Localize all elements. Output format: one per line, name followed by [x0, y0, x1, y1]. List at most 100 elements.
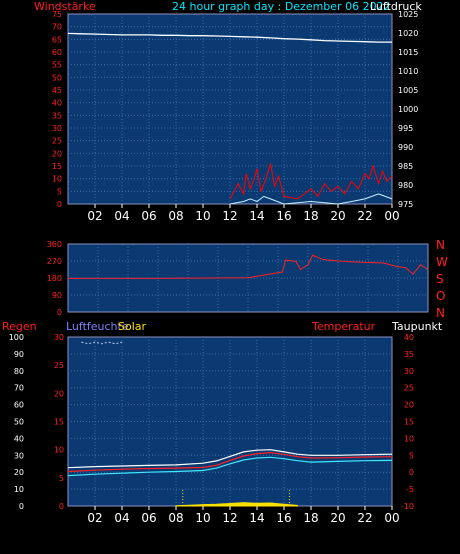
left-axis-label-windstaerke: Windstärke — [34, 0, 96, 13]
right-tick-label: 1000 — [398, 105, 418, 114]
x-tick-label: 10 — [195, 511, 210, 525]
chart-title: 24 hour graph day : Dezember 06 2022 — [172, 0, 391, 13]
rain-tick-label: 30 — [14, 451, 24, 460]
x-tick-label: 04 — [114, 511, 129, 525]
right-tick-label: 995 — [398, 124, 413, 133]
x-tick-label: 08 — [168, 209, 183, 223]
right-tick-label: 1005 — [398, 86, 418, 95]
right-tick-label: 975 — [398, 200, 413, 209]
left-tick-label: 45 — [52, 86, 62, 95]
dewpoint-series-line — [67, 456, 393, 477]
right-tick-label: 1020 — [398, 29, 418, 38]
humidity-tick-label: 0 — [59, 502, 64, 511]
x-tick-label: 06 — [141, 209, 156, 223]
pressure-series-line — [67, 32, 392, 43]
temperature-tick-label: 20 — [404, 401, 414, 410]
x-tick-label: 08 — [168, 511, 183, 525]
right-tick-label: 985 — [398, 162, 413, 171]
wind-pressure-panel: 0510152025303540455055606570759759809859… — [52, 10, 419, 223]
x-tick-label: 10 — [195, 209, 210, 223]
x-tick-label: 12 — [222, 209, 237, 223]
solar-series-area — [175, 502, 298, 507]
x-tick-label: 18 — [303, 511, 318, 525]
x-tick-label: 16 — [276, 511, 291, 525]
left-tick-label: 35 — [52, 111, 62, 120]
direction-tick-label: 180 — [47, 274, 62, 283]
rain-tick-label: 10 — [14, 485, 24, 494]
left-tick-label: 20 — [52, 149, 62, 158]
compass-label: W — [436, 255, 448, 269]
temperature-tick-label: -10 — [401, 502, 414, 511]
left-tick-label: 0 — [57, 200, 62, 209]
direction-tick-label: 0 — [57, 308, 62, 317]
x-tick-label: 18 — [303, 209, 318, 223]
direction-tick-label: 360 — [47, 240, 62, 249]
temperature-tick-label: 5 — [409, 451, 414, 460]
compass-label: S — [436, 272, 444, 286]
x-tick-label: 22 — [357, 511, 372, 525]
x-tick-label: 02 — [87, 511, 102, 525]
humidity-tick-label: 10 — [54, 446, 64, 455]
x-tick-label: 16 — [276, 209, 291, 223]
rain-tick-label: 100 — [9, 333, 24, 342]
left-tick-label: 70 — [52, 23, 62, 32]
x-tick-label: 20 — [330, 209, 345, 223]
rain-tick-label: 70 — [14, 384, 24, 393]
left-tick-label: 40 — [52, 99, 62, 108]
temperature-tick-label: 40 — [404, 333, 414, 342]
rain-tick-label: 0 — [19, 502, 24, 511]
x-tick-label: 06 — [141, 511, 156, 525]
left-tick-label: 30 — [52, 124, 62, 133]
temperature-tick-label: 35 — [404, 350, 414, 359]
wind-gust-series-line — [229, 163, 393, 200]
x-tick-label: 20 — [330, 511, 345, 525]
left-tick-label: 15 — [52, 162, 62, 171]
compass-label: N — [436, 306, 445, 320]
direction-tick-label: 270 — [47, 257, 62, 266]
left-tick-label: 10 — [52, 175, 62, 184]
humidity-axis-label: Luftfeuchte — [66, 320, 129, 333]
humidity-high-dashed-line — [81, 341, 123, 345]
humidity-tick-label: 15 — [54, 418, 64, 427]
left-tick-label: 25 — [52, 137, 62, 146]
dewpoint-axis-label: Taupunkt — [391, 320, 443, 333]
temperature-series-line — [67, 451, 393, 473]
left-tick-label: 5 — [57, 187, 62, 196]
temperature-tick-label: 30 — [404, 367, 414, 376]
rain-tick-label: 90 — [14, 350, 24, 359]
right-tick-label: 1015 — [398, 48, 418, 57]
temperature-tick-label: 10 — [404, 434, 414, 443]
rain-axis-label: Regen — [2, 320, 37, 333]
temperature-tick-label: 25 — [404, 384, 414, 393]
x-tick-label: 22 — [357, 209, 372, 223]
temperature-tick-label: 0 — [409, 468, 414, 477]
compass-label: O — [436, 289, 445, 303]
rain-tick-label: 60 — [14, 401, 24, 410]
x-tick-label: 14 — [249, 511, 264, 525]
compass-label: N — [436, 238, 445, 252]
x-tick-label: 14 — [249, 209, 264, 223]
humidity-tick-label: 20 — [54, 389, 64, 398]
x-tick-label: 12 — [222, 511, 237, 525]
rain-tick-label: 80 — [14, 367, 24, 376]
right-tick-label: 1025 — [398, 10, 418, 19]
rain-tick-label: 20 — [14, 468, 24, 477]
x-tick-label: 04 — [114, 209, 129, 223]
rain-tick-label: 50 — [14, 418, 24, 427]
humidity-tick-label: 25 — [54, 361, 64, 370]
humidity-tick-label: 30 — [54, 333, 64, 342]
left-tick-label: 50 — [52, 73, 62, 82]
left-tick-label: 75 — [52, 10, 62, 19]
right-tick-label: 1010 — [398, 67, 418, 76]
wind-average-series-line — [229, 193, 393, 205]
plot-area — [67, 13, 393, 205]
rain-tick-label: 40 — [14, 434, 24, 443]
left-tick-label: 55 — [52, 61, 62, 70]
x-tick-label: 00 — [384, 209, 399, 223]
right-tick-label: 980 — [398, 181, 413, 190]
humidity-series-line — [67, 449, 393, 469]
x-tick-label: 02 — [87, 209, 102, 223]
temperature-tick-label: 15 — [404, 418, 414, 427]
